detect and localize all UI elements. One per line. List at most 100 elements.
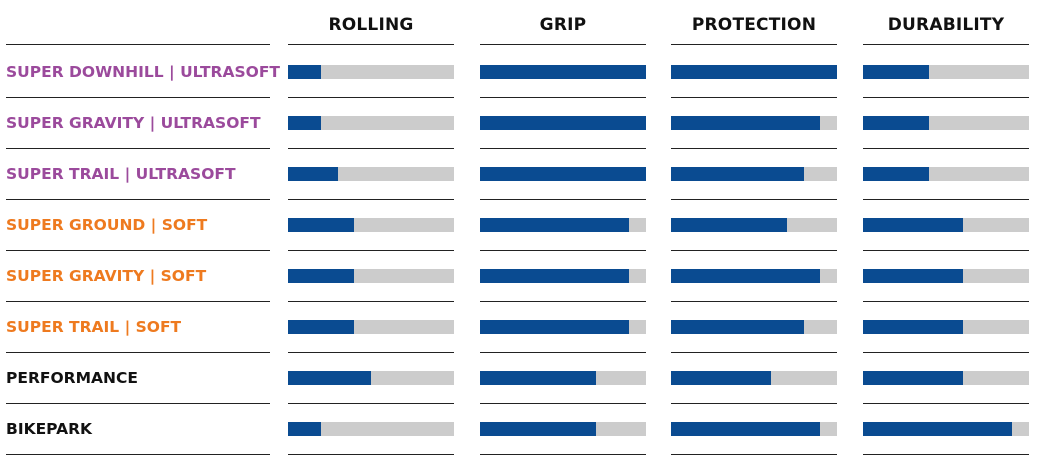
bar-grip	[480, 167, 646, 181]
bar-track	[671, 65, 837, 79]
row-divider	[6, 403, 270, 404]
row-divider	[671, 301, 837, 302]
row-divider	[288, 403, 454, 404]
row-divider	[6, 148, 270, 149]
bar-protection	[671, 422, 821, 436]
bar-track	[288, 167, 454, 181]
bar-track	[671, 269, 837, 283]
bar-track	[288, 116, 454, 130]
row-divider	[671, 97, 837, 98]
header-divider	[6, 44, 270, 45]
bar-protection	[671, 167, 804, 181]
bar-track	[288, 371, 454, 385]
row-divider	[480, 250, 646, 251]
row-divider	[480, 148, 646, 149]
bar-grip	[480, 320, 630, 334]
bar-track	[480, 320, 646, 334]
bar-track	[288, 218, 454, 232]
bar-durability	[863, 422, 1013, 436]
bar-track	[863, 116, 1029, 130]
bar-track	[671, 320, 837, 334]
row-divider	[6, 352, 270, 353]
bar-rolling	[288, 269, 355, 283]
bar-track	[480, 116, 646, 130]
bar-rolling	[288, 218, 355, 232]
header-divider	[288, 44, 454, 45]
row-divider	[863, 454, 1029, 455]
bar-grip	[480, 269, 630, 283]
row-label: SUPER TRAIL | SOFT	[6, 318, 182, 336]
row-divider	[671, 199, 837, 200]
bar-track	[863, 422, 1029, 436]
row-divider	[671, 148, 837, 149]
row-divider	[480, 454, 646, 455]
row-divider	[480, 352, 646, 353]
bar-protection	[671, 65, 837, 79]
bar-durability	[863, 269, 963, 283]
bar-track	[288, 65, 454, 79]
row-divider	[480, 97, 646, 98]
bar-durability	[863, 167, 930, 181]
bar-rolling	[288, 116, 322, 130]
bar-grip	[480, 422, 597, 436]
bar-track	[671, 167, 837, 181]
bar-track	[480, 65, 646, 79]
bar-track	[863, 269, 1029, 283]
row-divider	[6, 454, 270, 455]
row-divider	[863, 403, 1029, 404]
row-divider	[288, 148, 454, 149]
bar-track	[480, 269, 646, 283]
row-divider	[863, 301, 1029, 302]
bar-grip	[480, 371, 597, 385]
row-divider	[671, 352, 837, 353]
bar-protection	[671, 371, 771, 385]
row-divider	[480, 301, 646, 302]
bar-track	[671, 218, 837, 232]
bar-grip	[480, 116, 646, 130]
row-divider	[6, 250, 270, 251]
row-divider	[863, 199, 1029, 200]
bar-rolling	[288, 320, 355, 334]
column-header-protection: PROTECTION	[691, 15, 817, 35]
row-divider	[288, 97, 454, 98]
row-divider	[480, 199, 646, 200]
bar-track	[288, 269, 454, 283]
bar-durability	[863, 371, 963, 385]
header-divider	[671, 44, 837, 45]
row-divider	[288, 250, 454, 251]
bar-durability	[863, 218, 963, 232]
bar-durability	[863, 116, 930, 130]
bar-rolling	[288, 371, 371, 385]
bar-rolling	[288, 422, 322, 436]
row-divider	[671, 454, 837, 455]
row-divider	[288, 199, 454, 200]
bar-protection	[671, 218, 788, 232]
bar-track	[863, 167, 1029, 181]
bar-durability	[863, 320, 963, 334]
bar-track	[480, 218, 646, 232]
row-divider	[6, 97, 270, 98]
column-header-rolling: ROLLING	[328, 15, 414, 35]
bar-grip	[480, 65, 646, 79]
bar-rolling	[288, 167, 338, 181]
row-label: SUPER GRAVITY | ULTRASOFT	[6, 114, 261, 132]
bar-track	[863, 65, 1029, 79]
bar-track	[863, 320, 1029, 334]
row-divider	[288, 454, 454, 455]
row-divider	[671, 403, 837, 404]
row-divider	[863, 97, 1029, 98]
row-label: PERFORMANCE	[6, 369, 138, 387]
header-divider	[480, 44, 646, 45]
bar-track	[671, 116, 837, 130]
row-label: SUPER GROUND | SOFT	[6, 216, 208, 234]
row-divider	[288, 301, 454, 302]
column-header-grip: GRIP	[539, 15, 587, 35]
row-label: SUPER TRAIL | ULTRASOFT	[6, 165, 236, 183]
row-divider	[863, 250, 1029, 251]
bar-track	[480, 371, 646, 385]
row-label: SUPER GRAVITY | SOFT	[6, 267, 207, 285]
row-label: SUPER DOWNHILL | ULTRASOFT	[6, 63, 280, 81]
row-divider	[863, 148, 1029, 149]
column-header-durability: DURABILITY	[887, 15, 1005, 35]
